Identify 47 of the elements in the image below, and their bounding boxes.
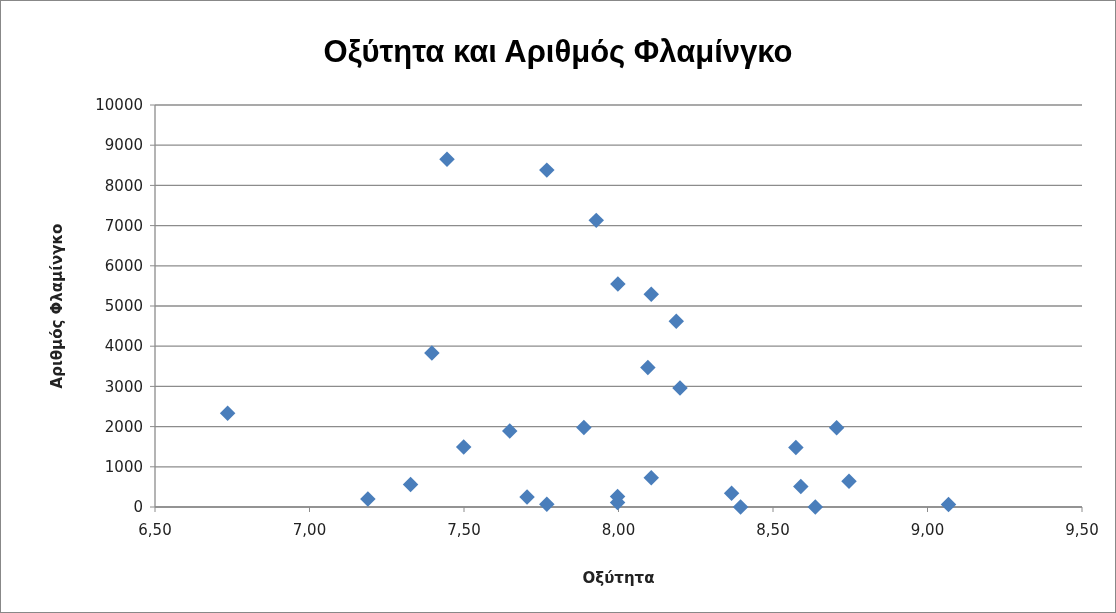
y-tick-label: 6000 [104,257,143,276]
point [668,313,685,330]
point [519,489,535,505]
point [539,496,555,512]
point [610,276,626,292]
point [643,469,659,486]
chart-title: Οξύτητα και Αριθμός Φλαμίνγκο [323,34,793,69]
point [640,359,656,376]
point [793,478,809,495]
y-tick-label: 7000 [104,216,143,235]
x-tick-label: 6,50 [138,521,172,539]
point [360,491,376,507]
x-tick-label: 7,00 [292,521,327,539]
x-tick-label: 8,00 [601,521,636,539]
y-tick-label: 0 [133,498,143,517]
point [828,420,845,436]
y-tick-label: 3000 [104,377,143,396]
point [219,405,236,422]
point [723,485,740,502]
x-axis-title: Οξύτητα [582,569,655,587]
point [732,499,749,515]
y-tick-label: 9000 [104,136,143,155]
y-tick-label: 4000 [104,337,143,356]
point [841,473,857,490]
y-tick-label: 5000 [104,297,143,316]
y-tick-label: 8000 [104,176,143,195]
point [940,496,957,513]
y-tick-label: 10000 [95,96,143,115]
point [439,151,455,168]
x-tick-label: 7,50 [447,521,481,539]
x-tick-label: 8,50 [756,521,790,539]
point [402,476,419,493]
point [455,439,472,455]
y-tick-label: 1000 [104,458,143,477]
y-tick-label: 2000 [104,417,143,436]
point [588,212,604,229]
point [501,423,518,439]
point [576,419,592,436]
point [807,499,824,515]
x-tick-label: 9,50 [1065,521,1099,539]
point [643,286,659,303]
point [424,345,440,361]
point [672,380,688,396]
point [539,162,555,178]
point [788,439,804,456]
y-axis-title: Αριθμός Φλαμίνγκο [48,223,66,389]
x-tick-label: 9,00 [910,521,945,539]
